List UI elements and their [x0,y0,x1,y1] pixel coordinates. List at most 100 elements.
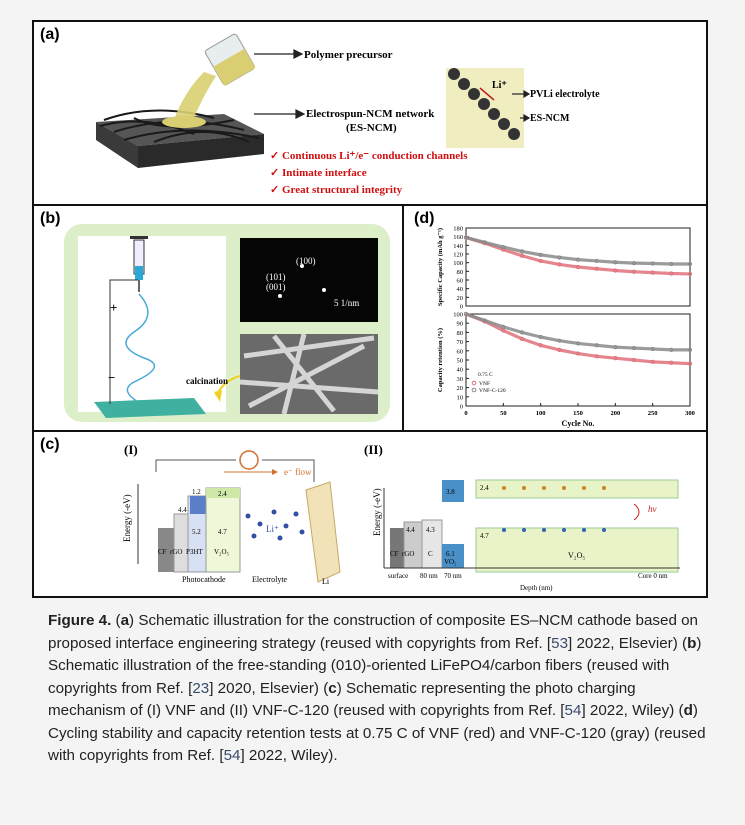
label-cf: CF [158,548,167,556]
level-44: 4.4 [178,506,187,514]
panel-b: (b) + − (100) (101) (001) 5 1/nm [34,206,404,432]
hv-label: hv [648,504,657,514]
panel-c-label: (c) [40,436,60,453]
esncm-inset-label: ES-NCM [530,113,570,124]
y-tick-label: 20 [457,385,464,392]
label-v2o5-i: V₂O₅ [214,548,230,556]
label-ii-rgo: rGO [402,550,414,558]
data-point [482,240,487,245]
y-axis-label: Capacity retention (%) [437,328,444,392]
collector [94,398,206,418]
plot-frame [465,227,691,307]
depth-axis-label: Depth (nm) [520,584,553,592]
series-line-vnf-c-120 [465,235,690,266]
plane-100: (100) [296,256,316,266]
data-point [501,324,506,329]
caption-figure-number: Figure 4. [48,612,112,629]
y-tick-label: 0 [460,404,463,411]
caption-text: ) Schematic illustration of the free-sta… [48,634,702,697]
caption-text: ) Cycling stability and capacity retenti… [48,702,706,764]
panel-b-label: (b) [40,210,61,227]
plus-sign: + [110,300,117,315]
panel-c: (c) (I) Energy (-eV) e⁻ flow 4.4 1.2 2.4… [34,432,706,596]
label-ii-vo2: VO₂ [444,558,457,566]
data-point [687,361,693,366]
level-ii-43: 4.3 [426,526,435,534]
surface-label: surface [388,572,408,580]
series-line-vnf [465,236,691,276]
data-point [613,356,618,361]
photocathode-label: Photocathode [182,575,226,584]
data-point [631,269,637,274]
panel-b-schematic: + − (100) (101) (001) 5 1/nm calcination [64,224,390,422]
caption-text: ] 2022, Elsevier) ( [568,634,688,652]
data-point [669,360,674,365]
plane-001: (001) [266,282,286,292]
data-point [631,357,637,363]
level-ii-61: 6.1 [446,550,455,558]
level-ii-47: 4.7 [480,532,489,540]
part-i-label: (I) [124,442,138,457]
ref-link-54[interactable]: 54 [223,747,241,764]
level-ii-24: 2.4 [480,484,489,492]
data-point [575,341,581,346]
data-point [687,271,693,277]
data-point [594,343,599,348]
data-point [613,268,618,273]
caption-text: ] 2020, Elsevier) ( [209,679,329,697]
li-electrode-label: Li [322,577,330,586]
y-tick-label: 70 [457,339,464,346]
esncm-label-line2: (ES-NCM) [346,122,397,134]
x-tick-label: 100 [536,410,546,417]
data-point [669,347,674,352]
caption-label-d: d [683,702,693,719]
caption-text: Schematic illustration for the construct… [48,612,699,652]
ref-link-54[interactable]: 54 [564,702,582,719]
depth-80: 80 nm [420,572,438,580]
voltage-wire [109,279,138,404]
x-tick-label: 300 [685,410,695,417]
ref-link-23[interactable]: 23 [192,679,210,697]
calcination-label: calcination [186,376,228,386]
core-label: Core 0 nm [638,572,668,580]
y-axis-label-ii: Energy (-eV) [372,488,382,536]
caption-label-b: b [687,634,697,652]
data-point [557,262,562,267]
y-tick-label: 80 [457,330,464,337]
series-line-vnf [465,312,691,366]
x-tick-label: 200 [610,410,620,417]
polymer-precursor-label: Polymer precursor [304,49,393,61]
beaker-pouring-icon [162,33,256,128]
data-point [613,260,618,265]
esncm-label-line1: Electrospun-NCM network [306,108,435,120]
syringe-icon [130,236,148,292]
level-12: 1.2 [192,488,201,496]
y-axis-label-i: Energy (-eV) [122,494,132,542]
x-tick-label: 50 [500,410,507,417]
minus-sign: − [108,370,115,385]
x-axis-label: Cycle No. [562,419,595,428]
data-point [594,354,599,359]
data-point [501,244,506,250]
legend-marker [471,380,477,386]
y-tick-label: 180 [453,226,463,233]
data-point [575,351,581,356]
ref-link-53[interactable]: 53 [551,634,569,652]
saed-pattern [240,238,378,322]
plane-101: (101) [266,272,286,282]
data-point [538,334,543,340]
y-tick-label: 40 [457,367,464,374]
data-point [538,258,543,264]
panel-c-schematic: (I) Energy (-eV) e⁻ flow 4.4 1.2 2.4 5.2… [122,442,680,592]
y-tick-label: 60 [457,278,464,285]
data-point [538,343,543,348]
data-point [650,359,655,364]
level-52: 5.2 [192,528,201,536]
data-point [519,336,525,341]
data-point [594,266,599,271]
data-point [575,264,581,270]
electrospinning-setup [78,236,226,412]
legend-marker [471,387,477,393]
data-point [557,338,562,343]
caption-text: ) Schematic representing the photo charg… [48,679,636,720]
